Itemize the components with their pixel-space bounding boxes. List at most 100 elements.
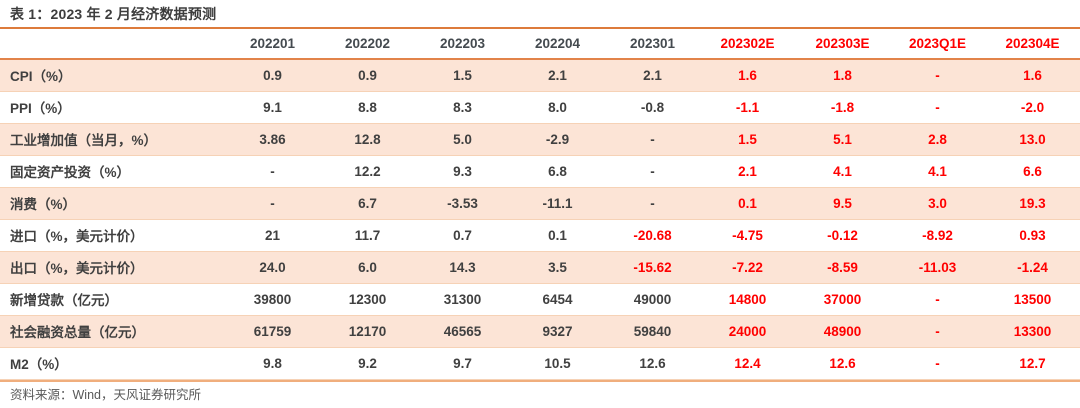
row-label: 消费（%） xyxy=(10,197,77,212)
table-row: 固定资产投资（%） - 12.2 9.3 6.8 - 2.1 4.1 4.1 6.6 xyxy=(0,155,1080,187)
cell: 61759 xyxy=(253,323,292,339)
cell: 13.0 xyxy=(1019,131,1046,147)
cell: 12.7 xyxy=(1019,355,1046,371)
cell: -2.9 xyxy=(545,131,570,147)
cell: - xyxy=(650,131,655,147)
cell: 13500 xyxy=(1013,291,1052,307)
cell: 9.3 xyxy=(453,163,472,179)
page-title: 表 1：2023 年 2 月经济数据预测 xyxy=(10,6,217,22)
cell: -11.03 xyxy=(918,259,957,275)
cell: - xyxy=(935,291,940,307)
cell: 1.8 xyxy=(833,67,852,83)
cell: -0.8 xyxy=(640,99,665,115)
cell: -11.1 xyxy=(542,195,573,211)
cell: -8.59 xyxy=(827,259,858,275)
cell: 24000 xyxy=(728,323,767,339)
cell: 2.1 xyxy=(738,163,757,179)
cell: 8.8 xyxy=(358,99,377,115)
cell: 0.9 xyxy=(358,67,377,83)
cell: 19.3 xyxy=(1019,195,1046,211)
cell: - xyxy=(650,195,655,211)
table-row: M2（%） 9.8 9.2 9.7 10.5 12.6 12.4 12.6 - 12.7 xyxy=(0,347,1080,379)
cell: 5.0 xyxy=(453,131,472,147)
cell: - xyxy=(935,323,940,339)
cell: 4.1 xyxy=(928,163,947,179)
cell: 12300 xyxy=(348,291,387,307)
cell: 1.5 xyxy=(738,131,757,147)
cell: 1.6 xyxy=(738,67,757,83)
cell: 21 xyxy=(264,227,281,243)
cell: 12170 xyxy=(348,323,387,339)
cell: 39800 xyxy=(253,291,292,307)
cell: 31300 xyxy=(443,291,482,307)
cell: 14.3 xyxy=(449,259,476,275)
cell: 1.6 xyxy=(1023,67,1042,83)
column-header-202303E: 202303E xyxy=(815,36,870,51)
table-row: 社会融资总量（亿元） 61759 12170 46565 9327 59840 24000 4… xyxy=(0,315,1080,347)
cell: 0.7 xyxy=(453,227,472,243)
row-label: PPI（%） xyxy=(10,101,71,116)
column-header-202201: 202201 xyxy=(249,36,296,51)
cell: - xyxy=(270,195,275,211)
cell: 6454 xyxy=(542,291,573,307)
cell: 12.4 xyxy=(734,355,761,371)
column-header-202302E: 202302E xyxy=(720,36,775,51)
cell: 12.6 xyxy=(639,355,666,371)
cell: - xyxy=(935,355,940,371)
row-label: 出口（%，美元计价） xyxy=(10,261,144,276)
table-row: 工业增加值（当月，%） 3.86 12.8 5.0 -2.9 - 1.5 5.1 2.8 13.0 xyxy=(0,123,1080,155)
cell: -2.0 xyxy=(1020,99,1045,115)
table-row: PPI（%） 9.1 8.8 8.3 8.0 -0.8 -1.1 -1.8 - -2.0 xyxy=(0,91,1080,123)
cell: 6.6 xyxy=(1023,163,1042,179)
cell: 6.7 xyxy=(358,195,377,211)
cell: -20.68 xyxy=(633,227,672,243)
cell: -1.8 xyxy=(830,99,855,115)
cell: 8.3 xyxy=(453,99,472,115)
row-label: 进口（%，美元计价） xyxy=(10,229,144,244)
cell: -4.75 xyxy=(732,227,763,243)
cell: 14800 xyxy=(728,291,767,307)
cell: 49000 xyxy=(633,291,672,307)
cell: 6.8 xyxy=(548,163,567,179)
cell: 8.0 xyxy=(548,99,567,115)
row-label: M2（%） xyxy=(10,357,68,372)
cell: 12.6 xyxy=(829,355,856,371)
column-header-202203: 202203 xyxy=(439,36,486,51)
cell: - xyxy=(270,163,275,179)
cell: 1.5 xyxy=(453,67,472,83)
cell: 48900 xyxy=(823,323,862,339)
cell: - xyxy=(935,99,940,115)
cell: - xyxy=(650,163,655,179)
cell: -7.22 xyxy=(732,259,763,275)
cell: 10.5 xyxy=(544,355,571,371)
cell: 3.0 xyxy=(928,195,947,211)
cell: 0.9 xyxy=(263,67,282,83)
cell: 9.1 xyxy=(263,99,282,115)
cell: 6.0 xyxy=(358,259,377,275)
header-row: 202201 202202 202203 202204 202301 202302E 202… xyxy=(0,29,1080,59)
table-row: CPI（%） 0.9 0.9 1.5 2.1 2.1 1.6 1.8 - 1.6 xyxy=(0,59,1080,91)
cell: 3.86 xyxy=(259,131,286,147)
row-label: 固定资产投资（%） xyxy=(10,165,131,180)
cell: 2.1 xyxy=(643,67,662,83)
table-row: 出口（%，美元计价） 24.0 6.0 14.3 3.5 -15.62 -7.22 -8.59… xyxy=(0,251,1080,283)
title-rule xyxy=(0,27,1080,29)
cell: 4.1 xyxy=(833,163,852,179)
cell: - xyxy=(935,67,940,83)
cell: 24.0 xyxy=(259,259,286,275)
corner-cell xyxy=(0,29,225,59)
cell: -3.53 xyxy=(447,195,478,211)
cell: 0.1 xyxy=(548,227,567,243)
cell: -8.92 xyxy=(922,227,953,243)
cell: 9.7 xyxy=(453,355,472,371)
cell: 13300 xyxy=(1013,323,1052,339)
cell: 9.8 xyxy=(263,355,282,371)
table-row: 进口（%，美元计价） 21 11.7 0.7 0.1 -20.68 -4.75 -0.12 -8… xyxy=(0,219,1080,251)
column-header-202202: 202202 xyxy=(344,36,391,51)
column-header-2023Q1E: 2023Q1E xyxy=(908,36,967,51)
cell: 2.8 xyxy=(928,131,947,147)
cell: 46565 xyxy=(443,323,482,339)
cell: -0.12 xyxy=(827,227,858,243)
cell: -1.24 xyxy=(1017,259,1048,275)
cell: 2.1 xyxy=(548,67,567,83)
